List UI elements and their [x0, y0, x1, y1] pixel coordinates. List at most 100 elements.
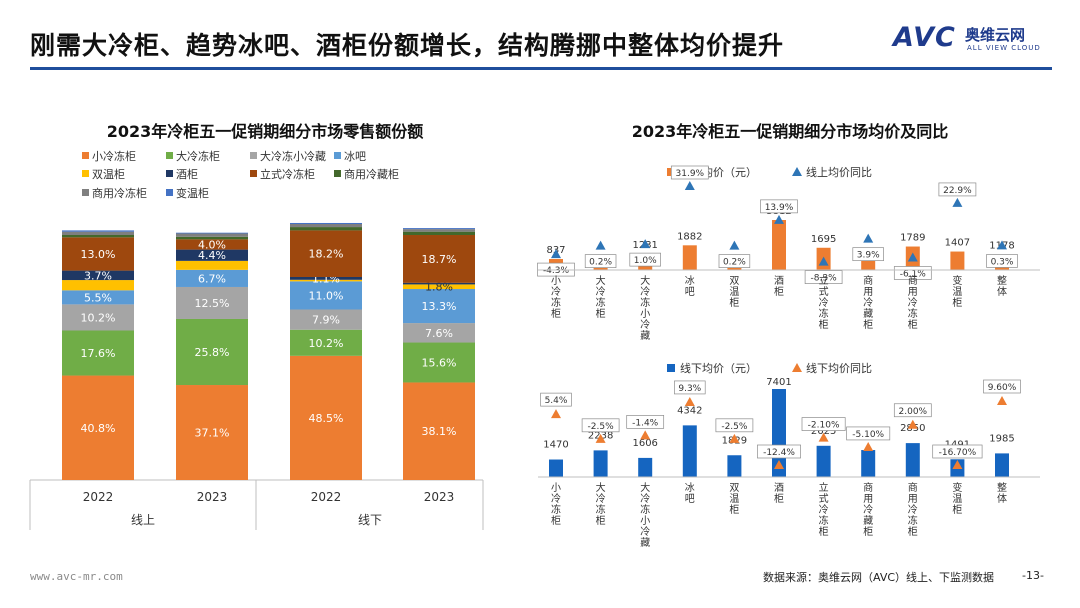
price-label: 4342	[677, 405, 702, 416]
yoy-label: 2.00%	[899, 407, 928, 417]
price-bar	[950, 251, 965, 270]
label-box	[718, 254, 751, 268]
label-box	[626, 415, 665, 429]
logo-mark: AVC	[893, 22, 956, 53]
legend-label: 双温柜	[92, 168, 125, 181]
x-tick-label: 酒柜	[774, 275, 784, 298]
x-tick-label: 小冷冻柜	[551, 275, 561, 320]
yoy-marker	[640, 430, 651, 440]
stacked-segment	[403, 235, 475, 283]
avc-logo: AVC 奥维云网 ALL VIEW CLOUD	[893, 22, 1063, 62]
right-chart-title: 2023年冷柜五一促销期细分市场均价及同比	[631, 122, 949, 141]
data-label: 17.6%	[81, 347, 116, 360]
stacked-segment	[176, 260, 248, 270]
yoy-marker	[684, 396, 695, 406]
data-label: 11.0%	[309, 289, 344, 302]
legend-label: 大冷冻柜	[176, 149, 220, 163]
data-label: 40.8%	[81, 422, 116, 435]
x-tick-label: 变温柜	[952, 481, 962, 516]
price-label: 1882	[677, 231, 702, 242]
legend-label: 大冷冻小冷藏	[260, 149, 326, 163]
stacked-segment	[62, 270, 134, 281]
stacked-segment	[290, 230, 362, 277]
stacked-segment	[176, 239, 248, 250]
legend-label: 线上均价同比	[806, 165, 872, 179]
legend-swatch	[250, 152, 257, 159]
yoy-marker	[997, 240, 1007, 250]
x-tick-label: 商用冷冻柜	[908, 481, 918, 538]
data-source: 数据来源：奥维云网（AVC）线上、下监测数据	[763, 571, 995, 584]
x-tick-label: 商用冷藏柜	[863, 274, 873, 331]
yoy-label: 5.4%	[545, 396, 568, 406]
yoy-label: -1.4%	[632, 418, 659, 428]
stacked-segment	[176, 232, 248, 234]
stacked-segment	[62, 304, 134, 331]
stacked-segment	[290, 224, 362, 228]
price-label: 1789	[900, 233, 925, 244]
x-tick-label: 商用冷冻柜	[908, 274, 918, 331]
stacked-segment	[403, 284, 475, 290]
yoy-marker	[952, 460, 963, 469]
data-label: 10.2%	[81, 311, 116, 324]
legend-label: 小冷冻柜	[92, 149, 136, 163]
label-box	[986, 254, 1018, 268]
yoy-marker	[729, 240, 740, 250]
stacked-segment	[403, 231, 475, 236]
legend-label: 变温柜	[176, 186, 209, 200]
label-box	[983, 379, 1021, 394]
yoy-marker	[863, 233, 874, 243]
price-bar	[727, 455, 742, 477]
label-box	[938, 182, 977, 197]
legend-label: 酒柜	[176, 168, 198, 181]
price-bar	[593, 450, 608, 477]
yoy-marker	[684, 181, 695, 190]
data-label: 15.6%	[422, 356, 457, 369]
x-tick-label: 2022	[83, 490, 114, 504]
data-label: 4.0%	[198, 238, 226, 251]
x-tick-label: 2023	[197, 490, 228, 504]
legend-label: 立式冷冻柜	[260, 167, 315, 181]
stacked-segment	[290, 222, 362, 224]
yoy-label: -5.10%	[852, 430, 884, 440]
price-label: 7401	[766, 377, 791, 388]
stacked-segment	[176, 385, 248, 480]
yoy-marker	[551, 409, 561, 419]
yoy-label: 0.3%	[991, 257, 1014, 267]
price-bar	[861, 450, 876, 477]
yoy-marker	[551, 249, 561, 259]
online-price-chart: 线上均价（元）线上均价同比837123118823812169517891407…	[537, 165, 1040, 340]
yoy-label: -16.70%	[939, 448, 977, 458]
price-bar	[772, 220, 786, 270]
data-label: 7.9%	[312, 314, 340, 327]
website-url: www.avc-mr.com	[30, 570, 123, 583]
group-label: 线下	[358, 513, 382, 527]
stacked-segment	[62, 237, 134, 271]
price-bar	[816, 445, 831, 477]
data-label: 12.5%	[195, 297, 230, 310]
x-tick-label: 商用冷藏柜	[863, 481, 873, 538]
group-label: 线上	[131, 513, 155, 527]
stacked-segment	[403, 289, 475, 324]
stacked-segment	[62, 230, 134, 232]
stacked-segment	[62, 235, 134, 238]
yoy-marker	[997, 396, 1007, 405]
yoy-marker	[640, 239, 651, 249]
stacked-segment	[176, 269, 248, 287]
legend-label: 冰吧	[344, 150, 366, 163]
x-tick-label: 整体	[997, 274, 1007, 298]
yoy-marker	[863, 441, 874, 451]
x-tick-label: 2023	[424, 490, 455, 504]
stacked-segment	[62, 280, 134, 291]
x-tick-label: 大冷冻柜	[596, 481, 606, 527]
left-chart-title: 2023年冷柜五一促销期细分市场零售额份额	[106, 122, 424, 141]
stacked-segment	[176, 233, 248, 237]
price-bar	[995, 453, 1009, 477]
label-box	[760, 199, 798, 214]
price-label: 1695	[811, 234, 836, 245]
yoy-marker	[952, 197, 963, 207]
yoy-label: 9.3%	[678, 384, 701, 394]
legend-swatch	[166, 152, 173, 159]
offline-price-chart: 线下均价（元）线下均价同比147022381606434218297401262…	[538, 361, 1040, 549]
yoy-label: -2.10%	[808, 421, 840, 431]
